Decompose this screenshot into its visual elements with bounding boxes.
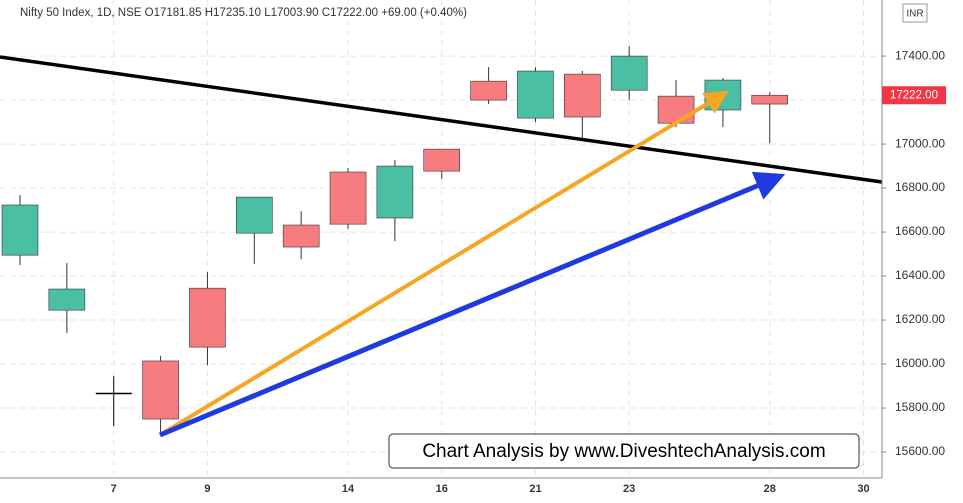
chart-title: Nifty 50 Index, 1D, NSE O17181.85 H17235… xyxy=(20,7,467,19)
candle-body xyxy=(329,171,367,225)
x-tick-label: 28 xyxy=(764,483,776,495)
y-tick-label: 16800.00 xyxy=(895,180,945,194)
y-tick-label: 15800.00 xyxy=(895,400,945,414)
y-tick-label: 17000.00 xyxy=(895,136,945,150)
y-tick-label: 17400.00 xyxy=(895,48,945,62)
candle-body xyxy=(282,224,320,248)
x-tick-label: 9 xyxy=(204,483,210,495)
watermark: Chart Analysis by www.DiveshtechAnalysis… xyxy=(422,441,825,462)
currency-box xyxy=(902,3,928,23)
y-tick-label: 16000.00 xyxy=(895,356,945,370)
candle-body xyxy=(376,165,414,219)
candle-body xyxy=(470,80,507,101)
x-tick-label: 16 xyxy=(436,483,448,495)
x-tick-label: 14 xyxy=(342,483,355,495)
candle-body xyxy=(704,79,742,111)
y-tick-label: 15600.00 xyxy=(895,444,945,458)
candle-body xyxy=(610,55,648,91)
candle-body xyxy=(751,94,789,105)
y-tick-label: 16400.00 xyxy=(895,268,945,282)
blue-arrow xyxy=(159,171,786,438)
candle-body xyxy=(657,95,695,124)
trend-line xyxy=(0,55,883,184)
candle-body xyxy=(423,148,461,172)
y-tick-label: 16200.00 xyxy=(895,312,945,326)
candle-body xyxy=(517,70,554,119)
x-tick-label: 30 xyxy=(857,483,869,495)
watermark-box xyxy=(388,433,860,469)
x-tick-label: 23 xyxy=(623,483,635,495)
candle-body xyxy=(564,73,601,118)
grid xyxy=(0,0,882,478)
candle-body xyxy=(142,360,179,420)
candle-body xyxy=(236,196,273,234)
candle-body xyxy=(189,287,226,348)
candle-body xyxy=(48,288,86,311)
currency: INR xyxy=(906,9,923,20)
last-price-label: 17222.00 xyxy=(890,89,938,101)
x-tick-label: 21 xyxy=(529,483,541,495)
orange-arrow xyxy=(158,90,729,437)
last-price-tag xyxy=(882,86,946,105)
candle-body xyxy=(1,204,39,256)
y-tick-label: 16600.00 xyxy=(895,224,945,238)
x-tick-label: 7 xyxy=(111,483,117,495)
candles xyxy=(1,46,789,433)
